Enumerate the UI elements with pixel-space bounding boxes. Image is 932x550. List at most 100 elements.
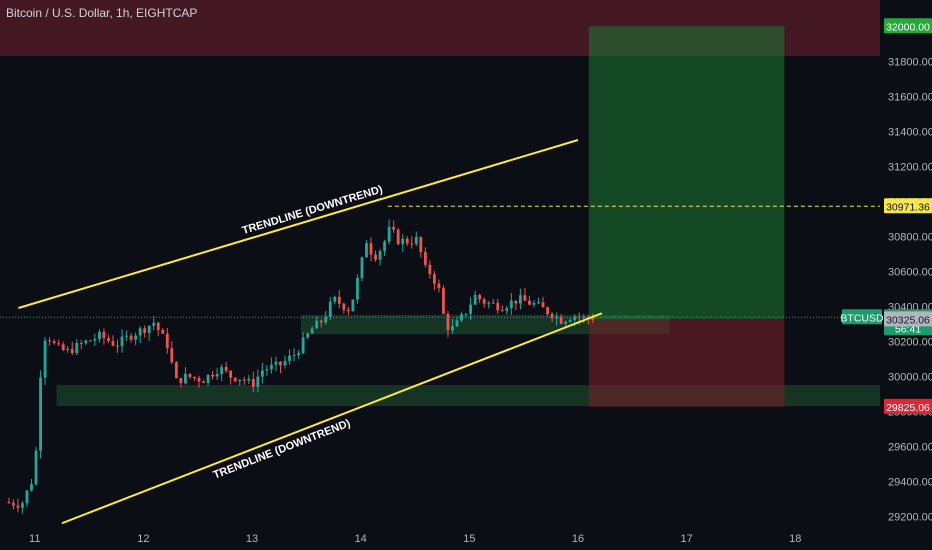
- chart-title: Bitcoin / U.S. Dollar, 1h, EIGHTCAP: [6, 6, 198, 20]
- candle-body: [52, 341, 56, 344]
- candle-body: [260, 370, 264, 377]
- candle-body: [432, 274, 436, 284]
- candle-body: [66, 348, 70, 350]
- candle-body: [365, 243, 368, 258]
- y-tick-label: 29200.00: [888, 511, 932, 523]
- candle-body: [48, 340, 52, 342]
- candle-body: [57, 343, 61, 345]
- candle-body: [233, 377, 237, 382]
- candle-body: [61, 344, 65, 350]
- y-tick-label: 31600.00: [888, 91, 932, 103]
- position-target-zone: [588, 26, 785, 320]
- price-tag: 30971.36: [884, 198, 932, 214]
- candle-body: [152, 322, 156, 326]
- candle-body: [170, 348, 174, 363]
- price-tag-label: 30971.36: [886, 201, 930, 213]
- candle-body: [532, 303, 536, 305]
- candle-body: [70, 348, 74, 354]
- candle-body: [582, 316, 586, 318]
- price-tag: 30325.06: [884, 311, 932, 327]
- candle-body: [174, 362, 178, 379]
- candle-body: [564, 321, 568, 324]
- candle-body: [292, 355, 296, 357]
- price-tag-label: 29825.06: [886, 402, 930, 414]
- price-tag-bg: [884, 398, 932, 414]
- candle-body: [518, 295, 522, 304]
- candle-body: [360, 257, 364, 279]
- price-tag-bg: [884, 198, 932, 214]
- candle-body: [7, 502, 11, 504]
- candle-body: [446, 313, 450, 331]
- candle-body: [410, 243, 414, 245]
- candle-body: [346, 309, 350, 312]
- candle-body: [487, 302, 491, 304]
- candle-body: [120, 336, 124, 347]
- candle-body: [387, 226, 391, 242]
- candle-body: [138, 328, 142, 336]
- candle-body: [202, 381, 205, 383]
- candle-body: [165, 333, 169, 349]
- candle-body: [469, 304, 473, 314]
- candle-body: [319, 320, 323, 323]
- price-tag-label: 32000.00: [886, 21, 930, 33]
- x-tick-label: 12: [137, 533, 149, 545]
- candle-body: [156, 322, 160, 330]
- candle-body: [591, 318, 595, 320]
- candle-body: [419, 237, 423, 253]
- candle-body: [482, 299, 486, 304]
- candle-body: [573, 316, 577, 320]
- symbol-tag-label: BTCUSD: [840, 312, 884, 324]
- candle-body: [297, 353, 300, 356]
- candle-body: [491, 302, 495, 304]
- candle-body: [369, 243, 373, 255]
- candle-body: [528, 300, 531, 305]
- candle-body: [147, 325, 151, 333]
- candle-body: [224, 366, 228, 371]
- candle-body: [125, 335, 128, 337]
- candle-body: [21, 503, 24, 508]
- candle-body: [39, 377, 42, 451]
- candle-body: [328, 301, 332, 317]
- y-tick-label: 30600.00: [888, 266, 932, 278]
- candle-body: [34, 450, 38, 485]
- candle-body: [43, 340, 47, 378]
- candle-body: [442, 288, 445, 314]
- candle-body: [505, 308, 509, 311]
- y-tick-label: 29400.00: [888, 476, 932, 488]
- candle-body: [464, 313, 468, 315]
- candle-body: [351, 299, 355, 312]
- x-tick-label: 15: [463, 533, 475, 545]
- candle-body: [509, 300, 513, 309]
- candle-body: [102, 331, 106, 339]
- candle-body: [500, 310, 504, 312]
- x-tick-label: 13: [246, 533, 258, 545]
- demand-zone: [300, 315, 671, 335]
- y-tick-label: 29600.00: [888, 441, 932, 453]
- candle-body: [460, 314, 463, 321]
- candle-body: [523, 295, 527, 301]
- candle-body: [451, 326, 454, 331]
- candle-body: [428, 264, 432, 275]
- candle-body: [568, 319, 572, 322]
- candle-body: [238, 379, 242, 382]
- candle-body: [550, 313, 554, 319]
- candle-body: [437, 283, 441, 289]
- candle-body: [98, 331, 101, 340]
- candle-body: [161, 329, 165, 334]
- price-tag-bg: [884, 311, 932, 327]
- candle-body: [396, 229, 400, 245]
- candle-body: [247, 378, 251, 381]
- candle-body: [129, 335, 133, 340]
- candle-body: [401, 238, 405, 245]
- candle-body: [184, 373, 187, 384]
- candle-body: [541, 302, 545, 308]
- x-tick-label: 18: [789, 533, 801, 545]
- candle-body: [79, 342, 83, 344]
- candle-body: [310, 328, 314, 334]
- candle-body: [206, 374, 210, 383]
- candle-body: [473, 294, 477, 305]
- candle-body: [11, 502, 15, 506]
- y-tick-label: 30200.00: [888, 336, 932, 348]
- candle-body: [378, 251, 382, 260]
